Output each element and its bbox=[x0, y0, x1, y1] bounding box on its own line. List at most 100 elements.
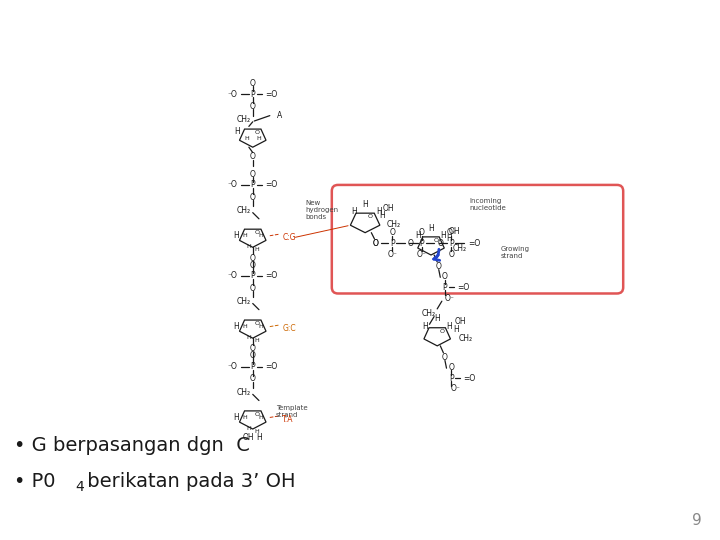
Text: CH₂: CH₂ bbox=[237, 388, 251, 396]
Text: H: H bbox=[243, 415, 248, 420]
Text: H: H bbox=[446, 234, 452, 244]
Text: Growing
strand: Growing strand bbox=[500, 246, 530, 259]
Text: O: O bbox=[408, 239, 413, 248]
Text: O: O bbox=[449, 363, 454, 372]
Text: OH: OH bbox=[449, 227, 460, 235]
Text: H: H bbox=[246, 426, 251, 431]
Text: O: O bbox=[449, 249, 454, 259]
Text: CH₂: CH₂ bbox=[421, 309, 436, 318]
Text: O: O bbox=[439, 329, 444, 334]
Text: H: H bbox=[362, 200, 368, 210]
Text: G:C: G:C bbox=[282, 323, 296, 333]
Text: 4: 4 bbox=[76, 480, 84, 494]
Text: H: H bbox=[441, 231, 446, 240]
Text: =O: =O bbox=[464, 374, 476, 383]
Text: H: H bbox=[243, 233, 248, 238]
Text: O: O bbox=[255, 130, 260, 135]
Text: ⁻O: ⁻O bbox=[228, 362, 238, 371]
Text: O: O bbox=[419, 228, 425, 237]
Text: P: P bbox=[443, 283, 447, 292]
Text: =O: =O bbox=[457, 283, 469, 292]
Text: OH: OH bbox=[382, 204, 394, 213]
Text: O⁻: O⁻ bbox=[387, 249, 397, 259]
Text: O: O bbox=[437, 239, 443, 248]
Text: berikatan pada 3’ OH: berikatan pada 3’ OH bbox=[81, 472, 295, 491]
Text: =O: =O bbox=[265, 362, 277, 371]
Text: O: O bbox=[255, 230, 260, 235]
Text: O: O bbox=[250, 152, 256, 161]
Text: H: H bbox=[434, 314, 440, 323]
Text: CH₂: CH₂ bbox=[237, 296, 251, 306]
Text: CH₂: CH₂ bbox=[459, 334, 473, 343]
Text: O: O bbox=[250, 79, 256, 88]
Text: H: H bbox=[254, 429, 259, 434]
Text: O: O bbox=[250, 284, 256, 293]
Text: =O: =O bbox=[468, 239, 480, 248]
Text: H: H bbox=[254, 338, 259, 343]
Text: O: O bbox=[250, 260, 256, 269]
Text: OH: OH bbox=[454, 318, 467, 327]
Text: H: H bbox=[376, 207, 382, 215]
Text: H: H bbox=[422, 322, 428, 331]
Text: CH₂: CH₂ bbox=[453, 244, 467, 253]
Text: O: O bbox=[433, 238, 438, 243]
Text: New
hydrogen
bonds: New hydrogen bonds bbox=[305, 200, 338, 220]
Text: H: H bbox=[246, 244, 251, 249]
Text: Template
strand: Template strand bbox=[276, 405, 307, 418]
Text: 9: 9 bbox=[692, 513, 702, 528]
Text: A: A bbox=[277, 111, 282, 120]
Text: H: H bbox=[258, 415, 263, 420]
Text: O: O bbox=[250, 170, 256, 179]
Text: P: P bbox=[251, 180, 255, 190]
Text: O: O bbox=[250, 193, 256, 202]
Text: CH₂: CH₂ bbox=[387, 220, 401, 230]
Text: O⁻: O⁻ bbox=[446, 228, 456, 237]
Text: H: H bbox=[233, 413, 238, 422]
Text: P: P bbox=[390, 239, 395, 248]
Text: T:A: T:A bbox=[282, 415, 294, 423]
Text: O: O bbox=[250, 102, 256, 111]
Text: OH: OH bbox=[243, 433, 255, 442]
Text: O⁻: O⁻ bbox=[445, 294, 454, 302]
Text: H: H bbox=[243, 324, 248, 329]
Text: O: O bbox=[442, 353, 448, 362]
Text: P: P bbox=[251, 362, 255, 371]
Text: O: O bbox=[255, 321, 260, 326]
Text: H: H bbox=[379, 211, 385, 220]
Text: P: P bbox=[449, 374, 454, 383]
Text: O⁻: O⁻ bbox=[417, 249, 427, 259]
Text: O: O bbox=[250, 352, 256, 360]
Text: P: P bbox=[251, 90, 255, 99]
Text: ⁻O: ⁻O bbox=[228, 180, 238, 190]
Text: Incoming
nucleotide: Incoming nucleotide bbox=[469, 198, 506, 212]
Text: H: H bbox=[256, 136, 261, 141]
Text: O: O bbox=[442, 272, 448, 281]
Text: P: P bbox=[251, 271, 255, 280]
Text: H: H bbox=[233, 322, 238, 331]
Text: ⁻O: ⁻O bbox=[228, 90, 238, 99]
Text: O: O bbox=[250, 254, 256, 262]
Text: O: O bbox=[436, 262, 441, 271]
Text: O: O bbox=[390, 228, 395, 237]
Text: H: H bbox=[428, 224, 434, 233]
Text: =O: =O bbox=[265, 90, 277, 99]
Text: H: H bbox=[453, 325, 459, 334]
Text: H: H bbox=[415, 231, 421, 240]
Text: H: H bbox=[258, 233, 263, 238]
Text: H: H bbox=[258, 324, 263, 329]
Text: O: O bbox=[250, 345, 256, 354]
Text: O: O bbox=[372, 239, 378, 248]
Text: =O: =O bbox=[265, 271, 277, 280]
Text: O: O bbox=[368, 214, 373, 219]
Text: O: O bbox=[250, 374, 256, 383]
Text: H: H bbox=[446, 322, 452, 331]
Text: C:G: C:G bbox=[282, 233, 296, 242]
Text: O: O bbox=[255, 412, 260, 417]
Text: H: H bbox=[233, 231, 238, 240]
Text: H: H bbox=[254, 247, 259, 252]
Text: • G berpasangan dgn  C: • G berpasangan dgn C bbox=[14, 436, 251, 455]
Text: H: H bbox=[244, 136, 249, 141]
Text: O: O bbox=[373, 239, 379, 248]
Text: H: H bbox=[351, 207, 357, 215]
Text: H: H bbox=[235, 126, 240, 136]
